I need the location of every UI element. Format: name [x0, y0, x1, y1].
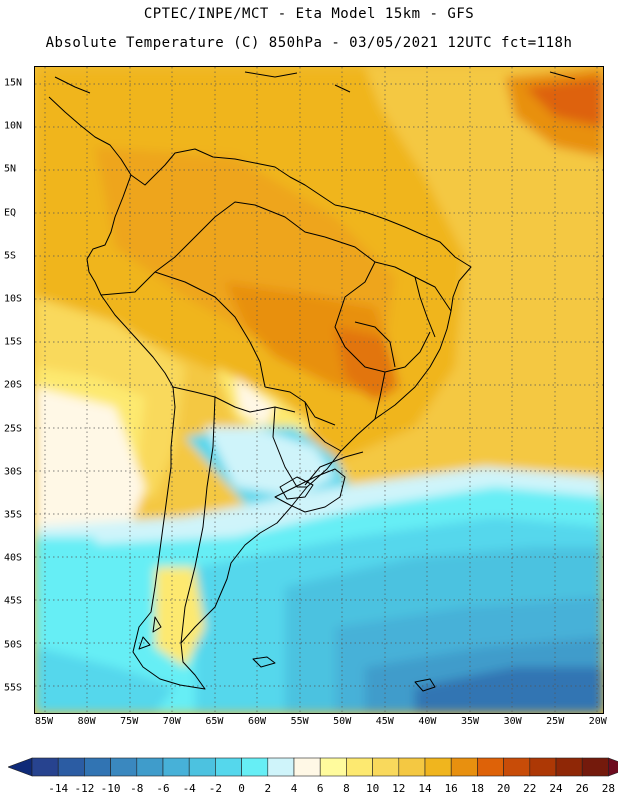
- colorbar: [8, 757, 618, 777]
- lon-label: 75W: [120, 716, 139, 727]
- colorbar-tick-label: -12: [74, 782, 95, 795]
- colorbar-swatch: [450, 757, 478, 777]
- lon-label: 70W: [162, 716, 181, 727]
- colorbar-swatch: [215, 757, 242, 777]
- lat-label: EQ: [4, 207, 17, 219]
- lat-label: 25S: [4, 423, 23, 435]
- colorbar-swatch: [241, 757, 269, 777]
- colorbar-tick-label: 24: [549, 782, 563, 795]
- lat-label: 45S: [4, 595, 23, 607]
- colorbar-swatch: [84, 757, 111, 777]
- lat-label: 55S: [4, 682, 23, 694]
- colorbar-swatch: [57, 757, 85, 777]
- lon-label: 25W: [546, 716, 565, 727]
- colorbar-low-triangle: [8, 757, 33, 777]
- colorbar-tick-label: 22: [523, 782, 537, 795]
- colorbar-tick-label: 8: [343, 782, 350, 795]
- lat-label: 40S: [4, 552, 23, 564]
- lat-label: 10N: [4, 120, 23, 132]
- temperature-map[interactable]: [34, 66, 604, 714]
- lat-label: 35S: [4, 509, 23, 521]
- colorbar-tick-label: 18: [470, 782, 485, 795]
- colorbar-swatch: [293, 757, 321, 777]
- lon-label: 50W: [333, 716, 352, 727]
- colorbar-tick-label: 26: [575, 782, 589, 795]
- colorbar-tick-label: 14: [418, 782, 432, 795]
- colorbar-swatch: [188, 757, 216, 777]
- colorbar-swatch: [162, 757, 190, 777]
- colorbar-high-triangle: [608, 757, 618, 777]
- colorbar-swatch: [267, 757, 295, 777]
- colorbar-swatch: [503, 757, 531, 777]
- map-title: CPTEC/INPE/MCT - Eta Model 15km - GFS: [143, 6, 475, 22]
- colorbar-tick-label: 16: [444, 782, 458, 795]
- colorbar-swatch: [31, 757, 59, 777]
- lat-label: 50S: [4, 639, 23, 651]
- colorbar-tick-label: 10: [365, 782, 380, 795]
- colorbar-tick-label: -14: [48, 782, 69, 795]
- colorbar-swatch: [424, 757, 452, 777]
- lon-label: 60W: [247, 716, 267, 727]
- lon-label: 65W: [205, 716, 224, 727]
- temperature-field: [35, 67, 603, 713]
- colorbar-tick-label: 2: [264, 782, 272, 795]
- lon-label: 85W: [34, 716, 54, 727]
- colorbar-swatch: [346, 757, 373, 777]
- colorbar-tick-label: -8: [130, 782, 144, 795]
- lon-label: 20W: [588, 716, 607, 727]
- colorbar-swatch: [110, 757, 138, 777]
- lat-label: 15N: [4, 77, 23, 89]
- lat-label: 30S: [4, 466, 23, 478]
- colorbar-tick-label: -6: [156, 782, 170, 795]
- colorbar-tick-label: 0: [238, 782, 245, 795]
- lat-label: 10S: [4, 293, 23, 305]
- lat-label: 5S: [4, 250, 17, 262]
- lon-label: 55W: [290, 716, 309, 727]
- colorbar-tick-label: 6: [316, 782, 324, 795]
- map-subtitle: Absolute Temperature (C) 850hPa - 03/05/…: [45, 35, 573, 51]
- lon-label: 35W: [460, 716, 480, 727]
- colorbar-swatch: [529, 757, 557, 777]
- coastline-and-borders: [48, 71, 576, 692]
- colorbar-swatch: [372, 757, 400, 777]
- colorbar-tick-label: -4: [182, 782, 196, 795]
- colorbar-swatch: [398, 757, 426, 777]
- lon-label: 80W: [77, 716, 96, 727]
- lon-label: 45W: [375, 716, 394, 727]
- colorbar-swatch: [477, 757, 504, 777]
- colorbar-swatch: [555, 757, 583, 777]
- colorbar-swatch: [319, 757, 347, 777]
- colorbar-tick-label: 4: [290, 782, 298, 795]
- lat-label: 20S: [4, 379, 23, 391]
- colorbar-swatch: [581, 757, 609, 777]
- colorbar-tick-label: 12: [392, 782, 406, 795]
- lat-lon-grid: [35, 67, 603, 713]
- colorbar-tick-label: -2: [208, 782, 223, 795]
- lat-label: 5N: [4, 163, 17, 175]
- lon-label: 30W: [503, 716, 522, 727]
- colorbar-swatch: [136, 757, 164, 777]
- colorbar-tick-label: 28: [601, 782, 616, 795]
- lat-label: 15S: [4, 336, 23, 348]
- colorbar-tick-label: -10: [100, 782, 121, 795]
- colorbar-tick-label: 20: [496, 782, 511, 795]
- lon-label: 40W: [418, 716, 437, 727]
